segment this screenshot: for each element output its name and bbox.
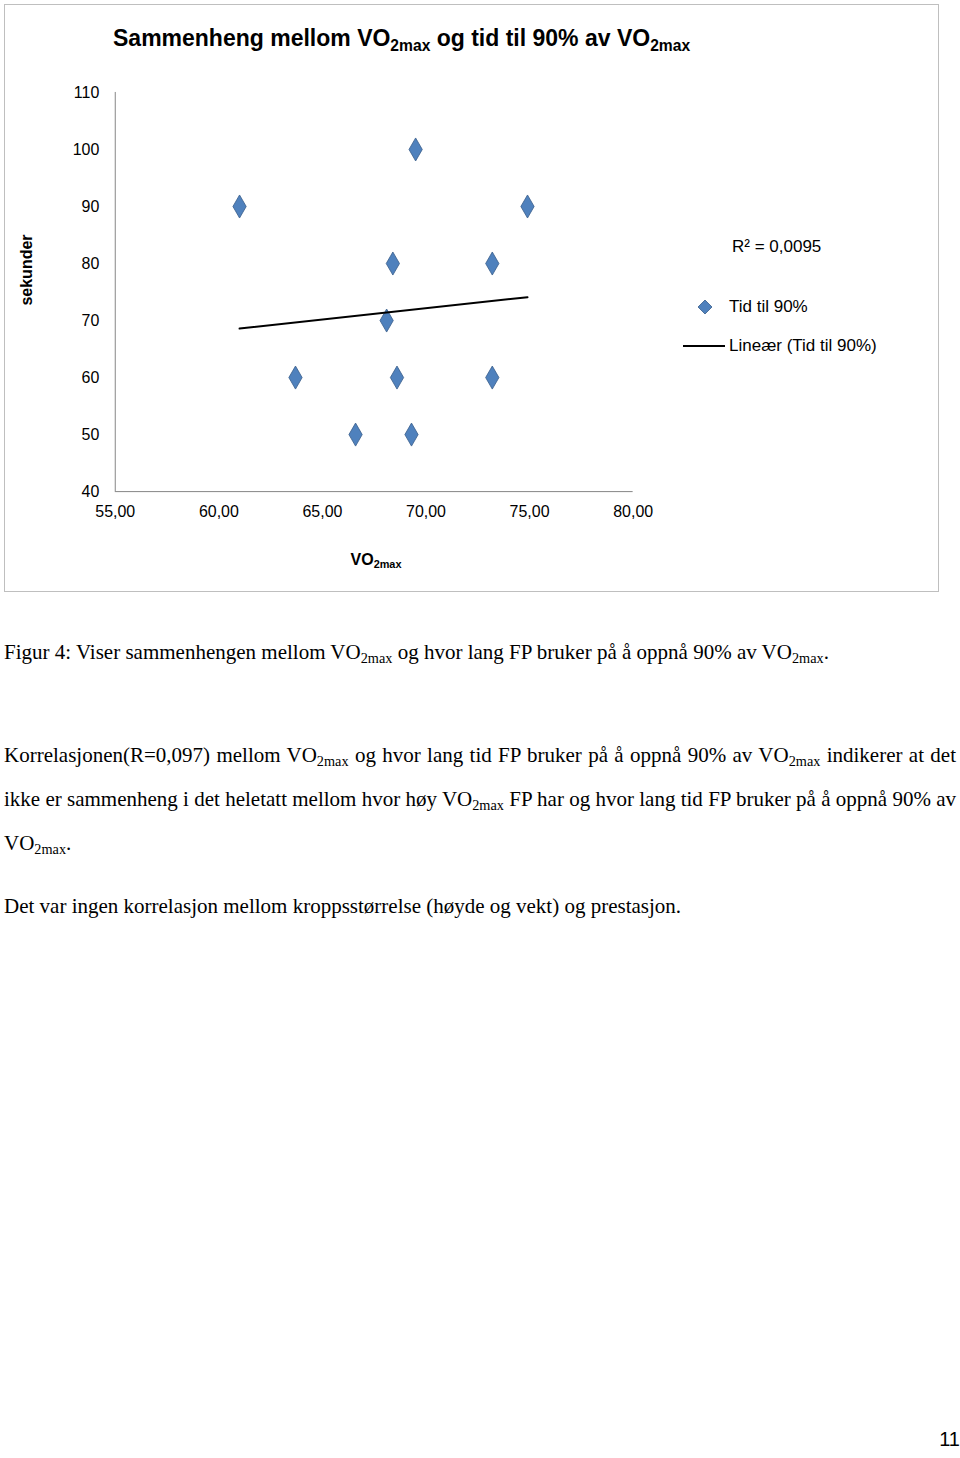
svg-text:60: 60 xyxy=(82,369,100,386)
svg-text:65,00: 65,00 xyxy=(302,503,342,520)
html-text:R² = 0,0095: R² = 0,0095 xyxy=(732,237,822,256)
svg-text:70,00: 70,00 xyxy=(406,503,446,520)
svg-text:55,00: 55,00 xyxy=(95,503,135,520)
svg-text:90: 90 xyxy=(82,198,100,215)
svg-text:80: 80 xyxy=(82,255,100,272)
svg-text:75,00: 75,00 xyxy=(510,503,550,520)
html-text:VO2max: VO2max xyxy=(350,551,402,571)
svg-text:110: 110 xyxy=(74,84,100,101)
svg-text:50: 50 xyxy=(82,426,100,443)
svg-text:60,00: 60,00 xyxy=(199,503,239,520)
svg-text:80,00: 80,00 xyxy=(613,503,653,520)
svg-text:100: 100 xyxy=(73,141,100,158)
html-text:11: 11 xyxy=(939,1428,960,1450)
svg-text:70: 70 xyxy=(82,312,100,329)
html-text:Tid til 90%: Tid til 90% xyxy=(729,297,808,316)
html-text:Figur 4: Viser sammenhengen me: Figur 4: Viser sammenhengen mellom VO2ma… xyxy=(4,640,829,667)
html-text:Det var ingen korrelasjon mell: Det var ingen korrelasjon mellom kroppss… xyxy=(4,894,682,918)
html-text:Lineær (Tid til 90%): Lineær (Tid til 90%) xyxy=(729,336,877,355)
html-text:VO2max.: VO2max. xyxy=(4,831,72,858)
html-text:Korrelasjonen(R=0,097) mellom: Korrelasjonen(R=0,097) mellom VO2maxog h… xyxy=(4,743,956,814)
svg-text:40: 40 xyxy=(82,483,100,500)
html-text:sekunder: sekunder xyxy=(18,234,35,306)
html-text:Sammenheng mellom VO2maxog tid: Sammenheng mellom VO2maxog tid til 90% a… xyxy=(113,25,691,54)
